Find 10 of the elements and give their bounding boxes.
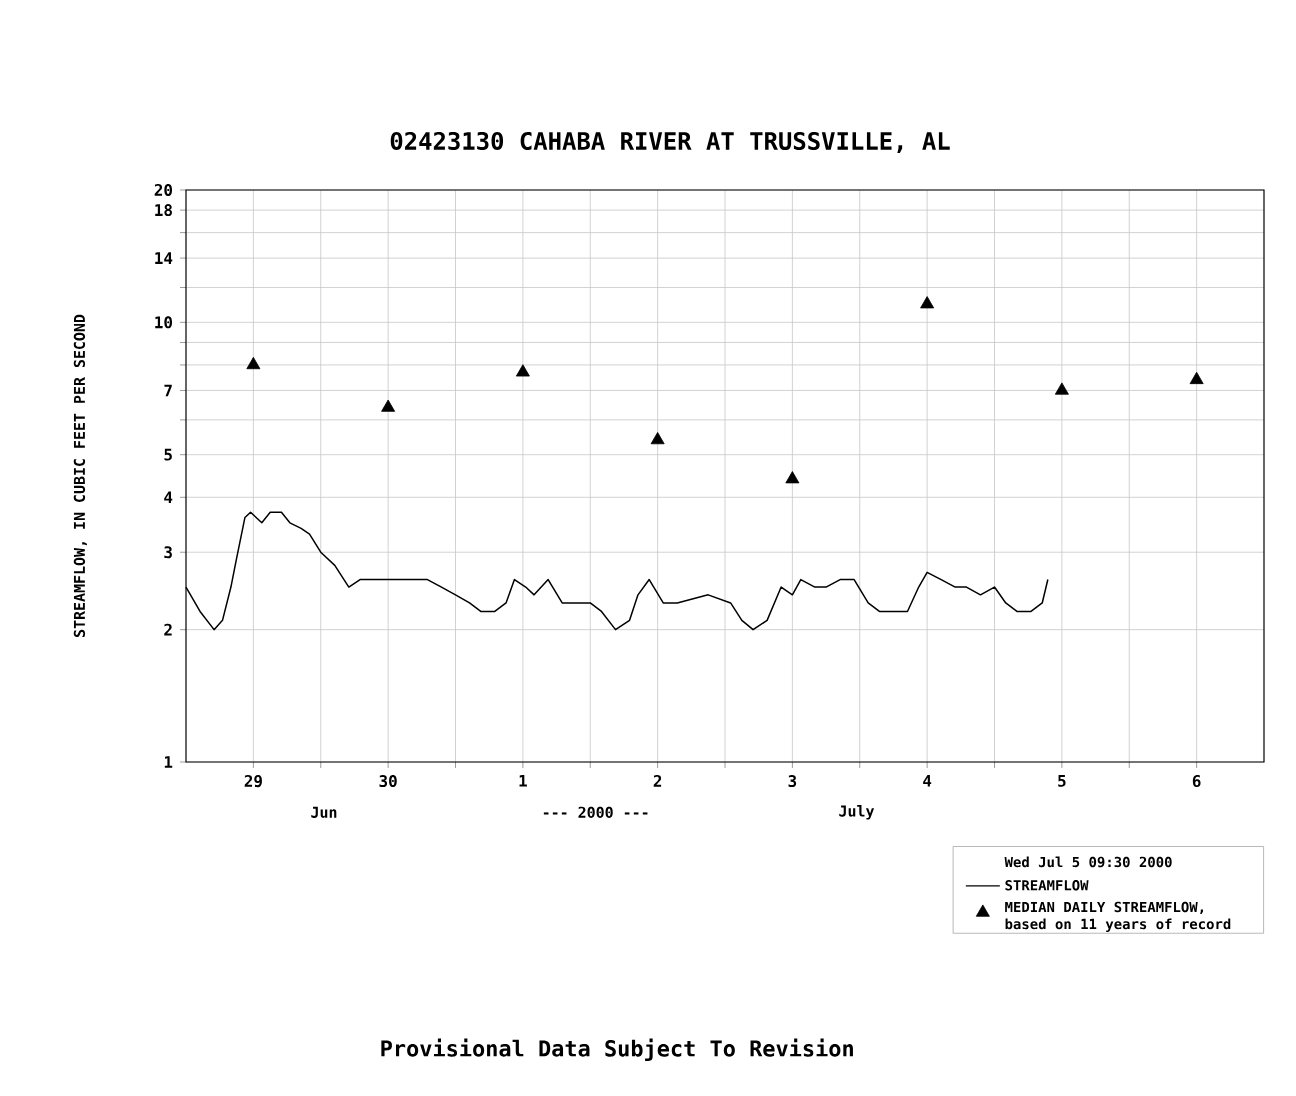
point bbox=[246, 356, 261, 370]
point bbox=[1189, 371, 1204, 385]
point bbox=[381, 399, 396, 412]
text: Provisional Data Subject To Revision bbox=[381, 1038, 853, 1061]
point bbox=[1054, 382, 1069, 395]
chart-title: 02423130 CAHABA RIVER AT TRUSSVILLE, AL bbox=[390, 131, 950, 153]
point bbox=[785, 471, 800, 484]
point bbox=[920, 296, 935, 309]
point bbox=[650, 432, 665, 445]
point bbox=[515, 364, 530, 377]
